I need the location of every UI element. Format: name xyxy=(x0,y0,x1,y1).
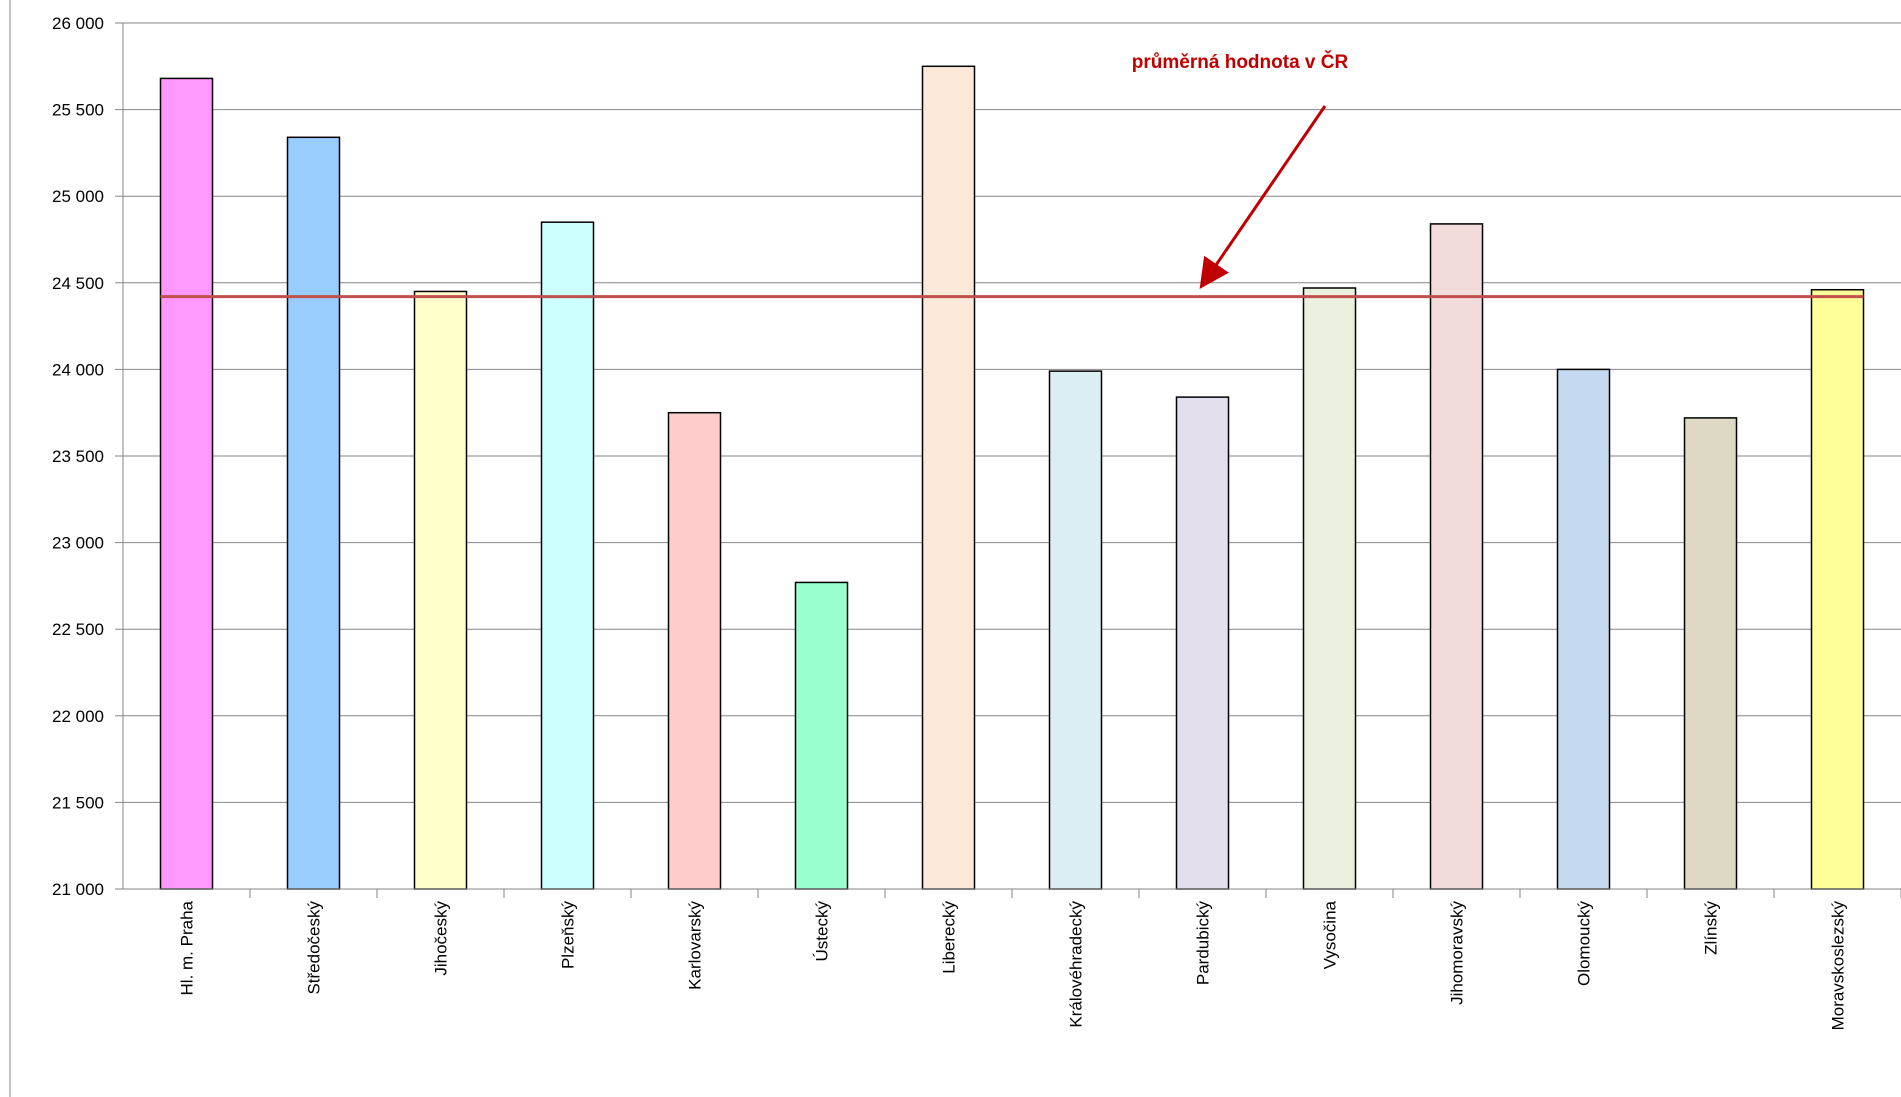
x-tick-label: Pardubický xyxy=(1194,901,1213,986)
bar xyxy=(1556,368,1611,890)
bar xyxy=(1175,396,1230,890)
bar xyxy=(540,221,595,890)
x-tick-label: Karlovarský xyxy=(686,901,705,990)
x-tick-label: Olomoucký xyxy=(1575,901,1594,987)
y-tick-label: 25 000 xyxy=(52,187,104,206)
x-tick-label: Zlínský xyxy=(1702,901,1721,955)
bar xyxy=(159,77,214,890)
average-annotation-arrow xyxy=(1199,105,1327,289)
bar xyxy=(1429,223,1484,890)
x-tick-label: Vysočina xyxy=(1321,900,1340,969)
bar xyxy=(1683,417,1738,890)
x-tick-label: Ústecký xyxy=(813,901,832,962)
y-tick-label: 25 500 xyxy=(52,101,104,120)
y-tick-label: 23 500 xyxy=(52,447,104,466)
y-tick-label: 22 000 xyxy=(52,707,104,726)
bars xyxy=(159,65,1865,890)
y-tick-label: 23 000 xyxy=(52,534,104,553)
bar xyxy=(413,290,468,890)
x-tick-label: Jihočeský xyxy=(432,901,451,976)
y-tick-label: 22 500 xyxy=(52,620,104,639)
bar xyxy=(921,65,976,890)
x-tick-label: Liberecký xyxy=(940,901,959,974)
y-tick-label: 26 000 xyxy=(52,14,104,33)
x-tick-label: Královéhradecký xyxy=(1067,901,1086,1028)
x-tick-label: Moravskoslezský xyxy=(1829,901,1848,1031)
y-tick-label: 21 000 xyxy=(52,880,104,899)
bar xyxy=(794,581,849,890)
x-tick-label: Hl. m. Praha xyxy=(178,900,197,995)
average-annotation-label: průměrná hodnota v ČR xyxy=(1132,51,1349,73)
bar xyxy=(1810,288,1865,890)
bar xyxy=(1048,370,1103,890)
x-tick-label: Jihomoravský xyxy=(1448,901,1467,1005)
gridlines xyxy=(123,22,1901,890)
axes: 21 000 21 500 22 000 22 500 23 000 23 500 24 0… xyxy=(52,14,1901,1030)
x-tick-label: Plzeňský xyxy=(559,901,578,970)
x-tick-label: Středočeský xyxy=(305,901,324,995)
y-tick-label: 24 500 xyxy=(52,274,104,293)
y-tick-label: 24 000 xyxy=(52,360,104,379)
bar xyxy=(1302,287,1357,890)
y-tick-label: 21 500 xyxy=(52,793,104,812)
bar xyxy=(286,136,341,890)
bar xyxy=(667,411,722,890)
